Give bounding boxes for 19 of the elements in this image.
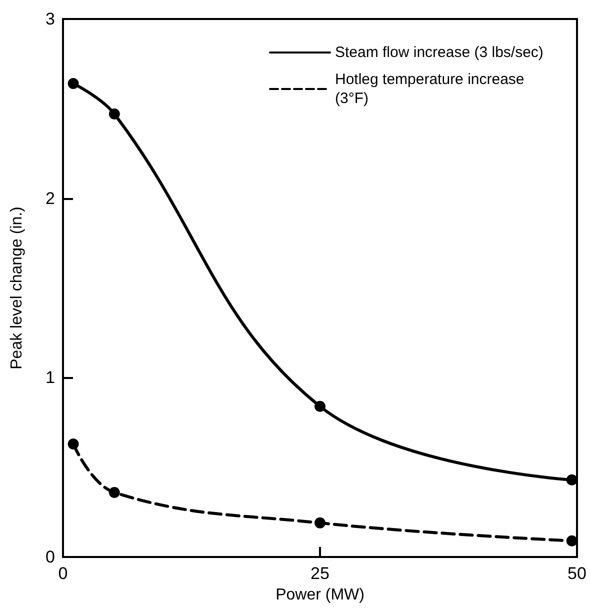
point bbox=[566, 535, 578, 546]
point bbox=[314, 400, 326, 412]
y-tick-label: 0 bbox=[46, 548, 55, 566]
point bbox=[566, 474, 578, 486]
point bbox=[68, 438, 79, 450]
point bbox=[68, 78, 79, 90]
x-tick-label: 50 bbox=[568, 564, 586, 583]
point bbox=[314, 517, 326, 528]
y-axis-title: Peak level change (in.) bbox=[8, 206, 26, 370]
y-tick-label: 2 bbox=[46, 188, 55, 208]
legend-label: Hotleg temperature increase (3°F) bbox=[335, 71, 528, 107]
point bbox=[108, 486, 120, 498]
x-tick-label: 0 bbox=[58, 564, 68, 583]
y-tick-label: 1 bbox=[46, 368, 55, 388]
legend-label: Steam flow increase (3 lbs/sec) bbox=[335, 44, 544, 61]
x-tick-label: 25 bbox=[310, 564, 330, 583]
x-axis-title: Power (MW) bbox=[276, 586, 364, 604]
y-tick-label: 3 bbox=[46, 10, 55, 28]
point bbox=[108, 108, 120, 120]
